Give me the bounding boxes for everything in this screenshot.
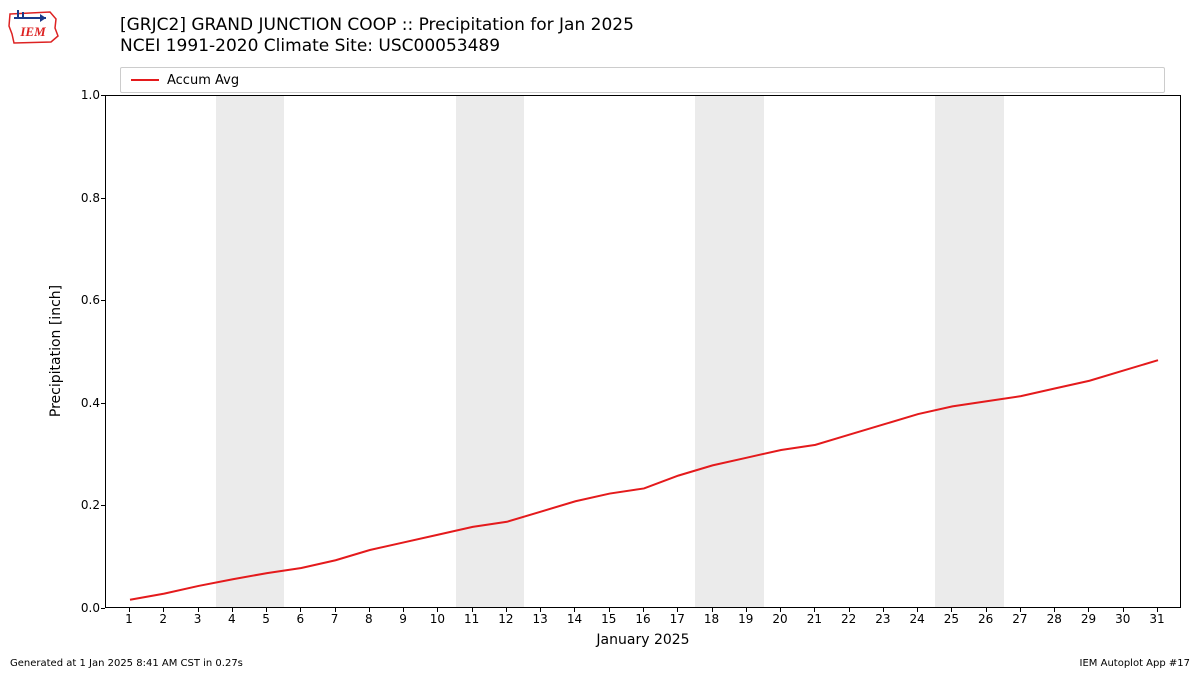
x-tick-mark	[917, 608, 918, 612]
line-series	[106, 96, 1180, 607]
x-tick-label: 23	[875, 612, 890, 626]
x-tick-mark	[403, 608, 404, 612]
y-tick-mark	[101, 608, 105, 609]
x-tick-mark	[849, 608, 850, 612]
x-tick-label: 8	[365, 612, 373, 626]
x-tick-mark	[266, 608, 267, 612]
x-tick-label: 12	[498, 612, 513, 626]
x-tick-mark	[574, 608, 575, 612]
x-tick-mark	[986, 608, 987, 612]
x-tick-label: 2	[159, 612, 167, 626]
x-tick-label: 15	[601, 612, 616, 626]
y-tick-label: 0.0	[81, 601, 100, 615]
x-tick-label: 25	[944, 612, 959, 626]
legend: Accum Avg	[120, 67, 1165, 93]
x-tick-label: 31	[1149, 612, 1164, 626]
x-tick-mark	[609, 608, 610, 612]
y-tick-mark	[101, 300, 105, 301]
x-tick-label: 1	[125, 612, 133, 626]
legend-label: Accum Avg	[167, 73, 239, 88]
x-tick-mark	[198, 608, 199, 612]
svg-text:IEM: IEM	[19, 24, 46, 39]
x-tick-label: 18	[704, 612, 719, 626]
x-tick-label: 28	[1047, 612, 1062, 626]
legend-swatch-icon	[131, 79, 159, 81]
plot-area	[105, 95, 1181, 608]
y-tick-label: 1.0	[81, 88, 100, 102]
y-tick-mark	[101, 403, 105, 404]
x-tick-label: 30	[1115, 612, 1130, 626]
x-tick-mark	[232, 608, 233, 612]
chart-title: [GRJC2] GRAND JUNCTION COOP :: Precipita…	[120, 15, 634, 58]
x-tick-mark	[163, 608, 164, 612]
y-tick-mark	[101, 95, 105, 96]
x-tick-mark	[643, 608, 644, 612]
x-tick-label: 19	[738, 612, 753, 626]
series-line	[130, 360, 1158, 600]
x-tick-label: 4	[228, 612, 236, 626]
x-tick-label: 5	[262, 612, 270, 626]
x-tick-mark	[1054, 608, 1055, 612]
x-tick-label: 9	[399, 612, 407, 626]
x-tick-mark	[472, 608, 473, 612]
x-tick-mark	[746, 608, 747, 612]
x-tick-mark	[129, 608, 130, 612]
x-tick-label: 26	[978, 612, 993, 626]
x-tick-mark	[300, 608, 301, 612]
y-axis-label: Precipitation [inch]	[48, 285, 64, 417]
x-tick-mark	[1123, 608, 1124, 612]
x-tick-mark	[1020, 608, 1021, 612]
x-tick-label: 21	[807, 612, 822, 626]
y-tick-mark	[101, 198, 105, 199]
x-tick-label: 6	[296, 612, 304, 626]
x-tick-mark	[437, 608, 438, 612]
x-tick-mark	[540, 608, 541, 612]
x-tick-label: 10	[430, 612, 445, 626]
footer-app: IEM Autoplot App #17	[1080, 658, 1190, 669]
x-axis-label: January 2025	[596, 632, 689, 648]
y-tick-label: 0.2	[81, 498, 100, 512]
y-tick-label: 0.6	[81, 293, 100, 307]
x-tick-label: 11	[464, 612, 479, 626]
x-tick-label: 17	[670, 612, 685, 626]
x-tick-mark	[780, 608, 781, 612]
footer-generated: Generated at 1 Jan 2025 8:41 AM CST in 0…	[10, 658, 243, 669]
iem-logo: IEM	[6, 6, 61, 46]
x-tick-mark	[369, 608, 370, 612]
y-tick-label: 0.8	[81, 191, 100, 205]
x-tick-label: 29	[1081, 612, 1096, 626]
x-tick-mark	[677, 608, 678, 612]
x-tick-label: 7	[331, 612, 339, 626]
x-tick-label: 3	[194, 612, 202, 626]
y-tick-label: 0.4	[81, 396, 100, 410]
x-tick-label: 24	[909, 612, 924, 626]
x-tick-label: 13	[533, 612, 548, 626]
x-tick-mark	[1088, 608, 1089, 612]
x-tick-mark	[712, 608, 713, 612]
x-tick-mark	[951, 608, 952, 612]
title-line2: NCEI 1991-2020 Climate Site: USC00053489	[120, 36, 634, 57]
x-tick-mark	[506, 608, 507, 612]
x-tick-mark	[814, 608, 815, 612]
x-tick-label: 27	[1012, 612, 1027, 626]
x-tick-label: 22	[841, 612, 856, 626]
x-tick-label: 20	[772, 612, 787, 626]
x-tick-label: 16	[635, 612, 650, 626]
x-tick-mark	[1157, 608, 1158, 612]
y-tick-mark	[101, 505, 105, 506]
title-line1: [GRJC2] GRAND JUNCTION COOP :: Precipita…	[120, 15, 634, 36]
x-tick-mark	[883, 608, 884, 612]
x-tick-mark	[335, 608, 336, 612]
x-tick-label: 14	[567, 612, 582, 626]
